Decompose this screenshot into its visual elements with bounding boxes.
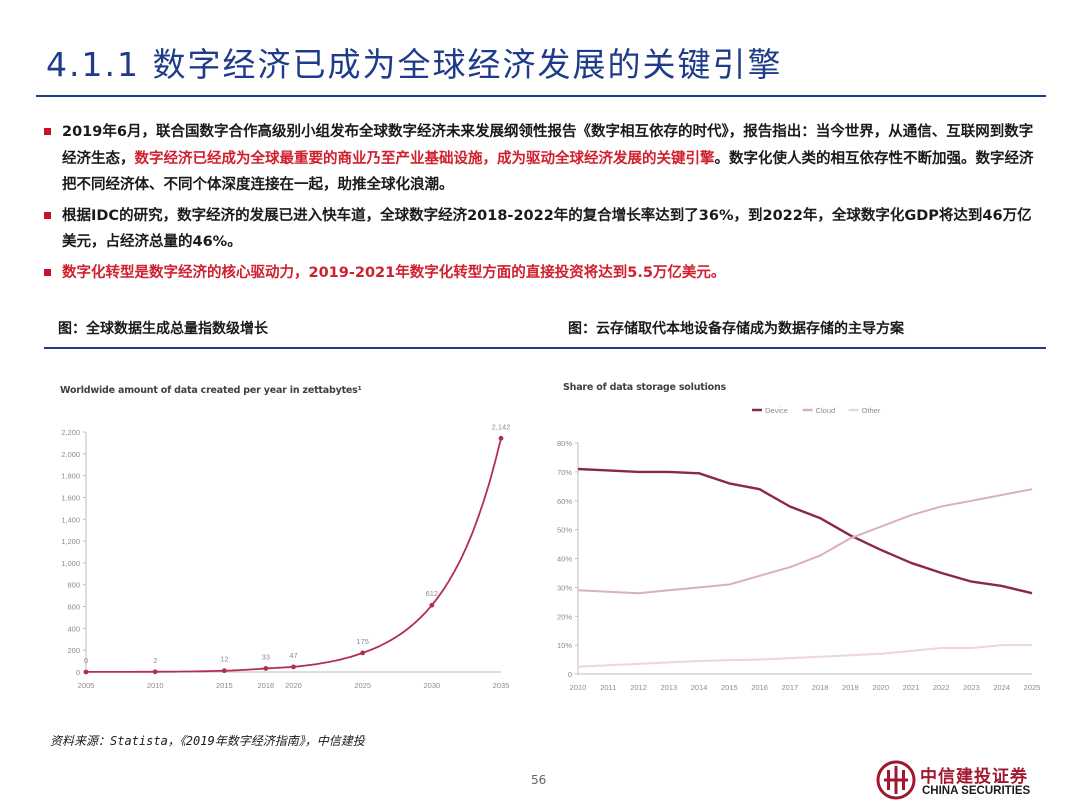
y-tick-label: 20% — [557, 612, 572, 621]
bullet-text: 。数字化使人类的相互依存性不断加强。数字经济把不同经济体、不同个体深度连接在一起… — [62, 150, 1034, 194]
bullet-square-icon — [44, 268, 51, 276]
x-tick-label: 2010 — [570, 683, 587, 692]
figure-divider — [44, 347, 1046, 349]
y-tick-label: 30% — [557, 583, 572, 592]
y-tick-label: 10% — [557, 641, 572, 650]
source-note: 资料来源：Statista，《2019年数字经济指南》，中信建投 — [50, 734, 365, 748]
y-tick-label: 200 — [67, 646, 80, 655]
x-tick-label: 2023 — [963, 683, 980, 692]
x-tick-label: 2010 — [147, 681, 164, 690]
y-tick-label: 2,200 — [61, 428, 80, 437]
bullet-item: 2019年6月，联合国数字合作高级别小组发布全球数字经济未来发展纲领性报告《数字… — [44, 119, 1044, 199]
left-figure-caption: 图：全球数据生成总量指数级增长 — [58, 321, 268, 337]
x-tick-label: 2021 — [903, 683, 920, 692]
bullet-square-icon — [44, 128, 51, 135]
y-tick-label: 2,000 — [61, 450, 80, 459]
page-number: 56 — [531, 773, 547, 787]
data-volume-chart: 0 200 400 600 800 1,000 1,200 1,400 1,600 1,800 2,… — [61, 422, 511, 690]
y-tick-label: 1,000 — [61, 559, 80, 568]
data-label: 12 — [220, 655, 228, 664]
x-tick-label: 2018 — [812, 683, 829, 692]
y-tick-label: 400 — [67, 624, 80, 633]
company-logo: 中信建投证券 CHINA SECURITIES — [876, 760, 1056, 804]
citic-logo-icon — [876, 760, 916, 800]
series-line-cloud — [577, 488, 1033, 595]
y-tick-label: 800 — [67, 581, 80, 590]
data-label: 612 — [426, 589, 439, 598]
data-label: 175 — [356, 637, 369, 646]
data-label: 2 — [153, 656, 157, 665]
x-tick-label: 2019 — [842, 683, 859, 692]
data-point — [263, 666, 269, 671]
y-tick-label: 1,600 — [61, 493, 80, 502]
series-line-device — [577, 467, 1033, 595]
data-chart-title: Worldwide amount of data created per yea… — [60, 385, 362, 396]
series-line-data-created — [86, 438, 502, 673]
storage-chart-title: Share of data storage solutions — [563, 382, 727, 393]
data-label: 0 — [84, 656, 88, 665]
bullet-text: 根据IDC的研究，数字经济的发展已进入快车道，全球数字经济2018-2022年的… — [62, 207, 1032, 251]
bullet-item: 数字化转型是数字经济的核心驱动力，2019-2021年数字化转型方面的直接投资将… — [44, 260, 1044, 287]
series-line-other — [577, 644, 1032, 668]
y-tick-label: 60% — [557, 497, 572, 506]
y-tick-label: 1,200 — [61, 537, 80, 546]
y-tick-label: 1,800 — [61, 472, 80, 481]
bullet-highlight-text: 数字经济已经成为全球最重要的商业乃至产业基础设施，成为驱动全球经济发展的关键引擎 — [134, 150, 715, 167]
logo-english-name: CHINA SECURITIES — [922, 785, 1031, 797]
bullet-highlight-text: 数字化转型是数字经济的核心驱动力，2019-2021年数字化转型方面的直接投资将… — [62, 264, 726, 281]
data-point — [360, 650, 366, 656]
logo-chinese-name: 中信建投证券 — [920, 767, 1028, 787]
y-tick-label: 600 — [67, 603, 80, 612]
x-tick-label: 2011 — [600, 683, 616, 692]
data-label: 33 — [262, 652, 270, 661]
storage-share-chart: 0 10% 20% 30% 40% 50% 60% 70% 80% 2010 2011 2012 201… — [557, 406, 1041, 692]
y-tick-label: 40% — [557, 555, 572, 564]
y-tick-label: 0 — [76, 668, 80, 677]
data-label: 47 — [289, 651, 297, 660]
x-tick-label: 2017 — [782, 683, 799, 692]
data-point — [498, 435, 504, 441]
y-tick-label: 0 — [568, 670, 572, 679]
x-tick-label: 2024 — [993, 683, 1010, 692]
y-tick-label: 80% — [557, 439, 572, 448]
data-point — [221, 668, 227, 674]
x-tick-label: 2016 — [751, 683, 768, 692]
x-tick-label: 2020 — [285, 681, 302, 690]
bullet-square-icon — [44, 211, 51, 219]
page-title: 4.1.1 数字经济已成为全球经济发展的关键引擎 — [46, 45, 783, 84]
data-point — [152, 669, 158, 675]
x-tick-label: 2014 — [691, 683, 708, 692]
bullet-list: 2019年6月，联合国数字合作高级别小组发布全球数字经济未来发展纲领性报告《数字… — [44, 119, 1044, 290]
data-point — [291, 664, 296, 670]
x-tick-label: 2022 — [933, 683, 950, 692]
title-divider — [36, 95, 1046, 97]
x-tick-label: 2025 — [1024, 683, 1041, 692]
x-tick-label: 2015 — [721, 683, 738, 692]
x-tick-label: 2018 — [257, 681, 274, 690]
x-tick-label: 2020 — [872, 683, 889, 692]
x-tick-label: 2005 — [78, 681, 95, 690]
data-point — [83, 669, 89, 675]
x-tick-label: 2035 — [493, 681, 510, 690]
x-tick-label: 2013 — [660, 683, 677, 692]
bullet-item: 根据IDC的研究，数字经济的发展已进入快车道，全球数字经济2018-2022年的… — [44, 203, 1044, 256]
x-tick-label: 2030 — [423, 681, 440, 690]
bullet-text: 2019年6月，联合国数字合作高级别小组发布全球数字经济未来发展纲领性报告《数字… — [62, 124, 1034, 167]
x-tick-label: 2025 — [354, 681, 371, 690]
data-label: 2,142 — [492, 422, 511, 431]
legend-label: Cloud — [816, 406, 836, 415]
y-tick-label: 50% — [557, 526, 572, 535]
right-figure-caption: 图：云存储取代本地设备存储成为数据存储的主导方案 — [568, 321, 904, 337]
x-tick-label: 2015 — [216, 681, 233, 690]
legend-label: Other — [862, 406, 881, 415]
data-point — [429, 602, 435, 608]
y-tick-label: 1,400 — [61, 515, 80, 524]
legend-label: Device — [765, 406, 788, 415]
x-tick-label: 2012 — [630, 683, 647, 692]
y-tick-label: 70% — [557, 468, 572, 477]
